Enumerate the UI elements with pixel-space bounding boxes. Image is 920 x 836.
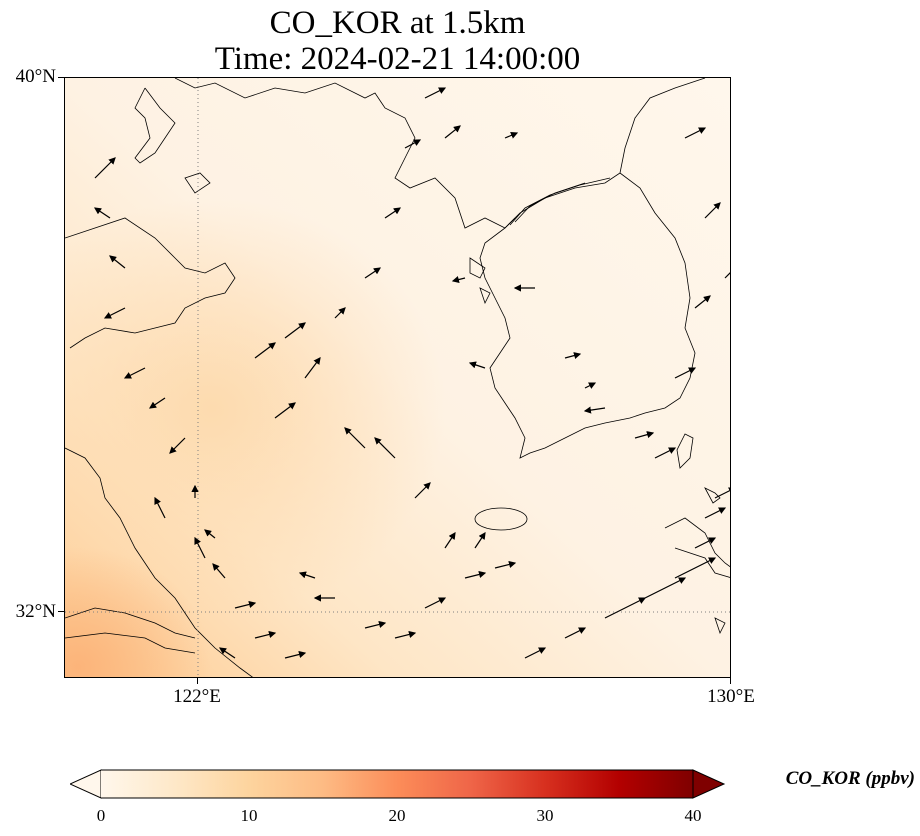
wind-vector-arrow <box>344 427 366 449</box>
map-title-line-1: CO_KOR at 1.5km <box>269 5 526 41</box>
lon-tick-label-130: 130°E <box>707 686 755 707</box>
wind-vector-arrow <box>583 406 606 414</box>
wind-vector-arrow <box>254 630 277 639</box>
wind-vector-arrow <box>103 307 126 319</box>
lon-tick-label-122: 122°E <box>173 686 221 707</box>
colorbar-tick-10: 10 <box>240 806 258 825</box>
gridlines <box>65 78 730 677</box>
concentration-hotspot <box>65 78 730 677</box>
wind-vector-arrow <box>149 397 166 409</box>
lat-tick-label-40: 40°N <box>15 66 56 87</box>
wind-vector-arrow <box>234 600 257 609</box>
colorbar-label: CO_KOR (ppbv) <box>785 768 915 789</box>
wind-vector-arrow <box>694 295 711 309</box>
map-title-line-2: Time: 2024-02-21 14:00:00 <box>214 41 581 77</box>
wind-vector-arrow <box>274 402 296 419</box>
wind-vector-arrow <box>404 139 422 149</box>
wind-vector-arrow <box>394 630 417 639</box>
wind-vector-arrow <box>644 577 687 599</box>
wind-vector-arrow <box>109 255 126 269</box>
wind-vector-arrow <box>194 536 206 559</box>
wind-vector-arrow <box>384 207 401 219</box>
wind-vector-arrow <box>154 496 166 519</box>
colorbar <box>70 766 726 802</box>
wind-vector-arrow <box>674 557 717 579</box>
wind-vector-arrow <box>634 431 655 439</box>
wind-vector-arrow <box>504 131 519 139</box>
lon-tick-mark <box>197 678 198 684</box>
wind-vector-arrow <box>219 647 236 659</box>
colorbar-graphic <box>70 769 726 799</box>
wind-vector-arrow <box>444 125 461 139</box>
wind-vector-arrow <box>468 361 486 369</box>
wind-vector-arrow <box>654 447 677 459</box>
wind-vector-arrow <box>414 482 431 499</box>
lon-tick-mark <box>730 678 731 684</box>
wind-vector-arrow <box>364 267 381 279</box>
wind-vector-arrow <box>564 627 587 639</box>
wind-vector-arrow <box>424 597 447 609</box>
wind-vector-arrow <box>254 342 276 359</box>
wind-vector-arrow <box>444 532 456 549</box>
wind-vector-arrow <box>704 507 727 519</box>
colorbar-tick-40: 40 <box>684 806 702 825</box>
wind-vector-arrow <box>674 367 697 379</box>
wind-vector-arrow <box>494 560 517 569</box>
wind-vector-arrow <box>451 276 466 284</box>
wind-vector-arrow <box>94 207 111 219</box>
wind-vector-arrow <box>298 571 316 579</box>
wind-vector-arrow <box>704 202 721 219</box>
colorbar-gradient <box>101 770 693 798</box>
wind-vector-arrow <box>694 537 717 549</box>
wind-vector-arrow <box>584 382 597 389</box>
wind-vector-arrow <box>364 620 387 629</box>
wind-vector-arrow <box>94 157 116 179</box>
colorbar-tick-30: 30 <box>536 806 554 825</box>
wind-vector-arrow <box>212 563 226 579</box>
map-canvas <box>65 78 730 677</box>
wind-vector-arrow <box>334 307 346 319</box>
wind-vector-arrow <box>169 437 186 454</box>
wind-vectors <box>94 87 730 659</box>
wind-vector-arrow <box>564 352 582 360</box>
wind-vector-arrow <box>123 367 146 379</box>
wind-vector-arrow <box>724 272 730 279</box>
wind-vector-arrow <box>684 127 707 139</box>
wind-vector-arrow <box>204 529 216 539</box>
colorbar-min-extend <box>70 769 102 799</box>
lat-tick-mark <box>58 611 64 612</box>
wind-vector-arrow <box>604 597 647 619</box>
wind-vector-arrow <box>284 650 307 659</box>
wind-vector-arrow <box>374 437 396 459</box>
map-panel <box>64 77 731 678</box>
lat-tick-label-32: 32°N <box>15 601 56 622</box>
wind-vector-arrow <box>464 570 487 579</box>
wind-vector-arrow <box>424 87 447 99</box>
colorbar-tick-0: 0 <box>96 806 106 825</box>
wind-vector-arrow <box>714 487 730 499</box>
wind-vector-arrow <box>524 647 547 659</box>
lat-tick-mark <box>58 77 64 78</box>
colorbar-tick-20: 20 <box>388 806 406 825</box>
wind-vector-arrow <box>304 357 321 379</box>
wind-vector-arrow <box>284 322 306 339</box>
colorbar-max-extend <box>692 769 726 799</box>
wind-vector-arrow <box>474 532 486 549</box>
